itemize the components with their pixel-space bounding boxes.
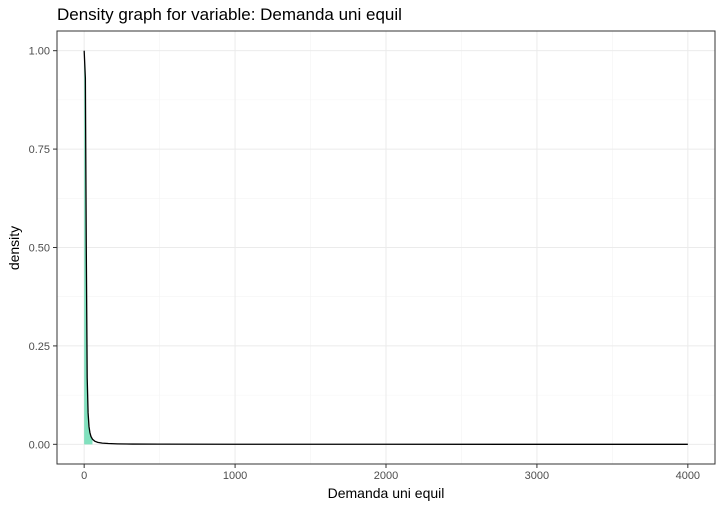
x-tick-label: 1000 <box>223 470 247 482</box>
y-tick-label: 0.00 <box>29 439 50 451</box>
x-axis: 0 1000 2000 3000 4000 <box>81 464 700 482</box>
y-tick-label: 1.00 <box>29 46 50 58</box>
x-tick-label: 3000 <box>525 470 549 482</box>
density-fill-area <box>84 50 93 445</box>
density-line <box>83 50 688 445</box>
y-axis: 0.00 0.25 0.50 0.75 1.00 <box>29 46 57 451</box>
y-tick-label: 0.25 <box>29 341 50 353</box>
y-tick-label: 0.75 <box>29 144 50 156</box>
x-tick-label: 2000 <box>374 470 398 482</box>
x-tick-label: 4000 <box>676 470 700 482</box>
major-grid <box>57 31 715 464</box>
y-tick-label: 0.50 <box>29 243 50 255</box>
y-axis-title: density <box>6 226 22 270</box>
chart-title: Density graph for variable: Demanda uni … <box>57 5 402 24</box>
x-tick-label: 0 <box>81 470 87 482</box>
x-axis-title: Demanda uni equil <box>328 485 445 501</box>
